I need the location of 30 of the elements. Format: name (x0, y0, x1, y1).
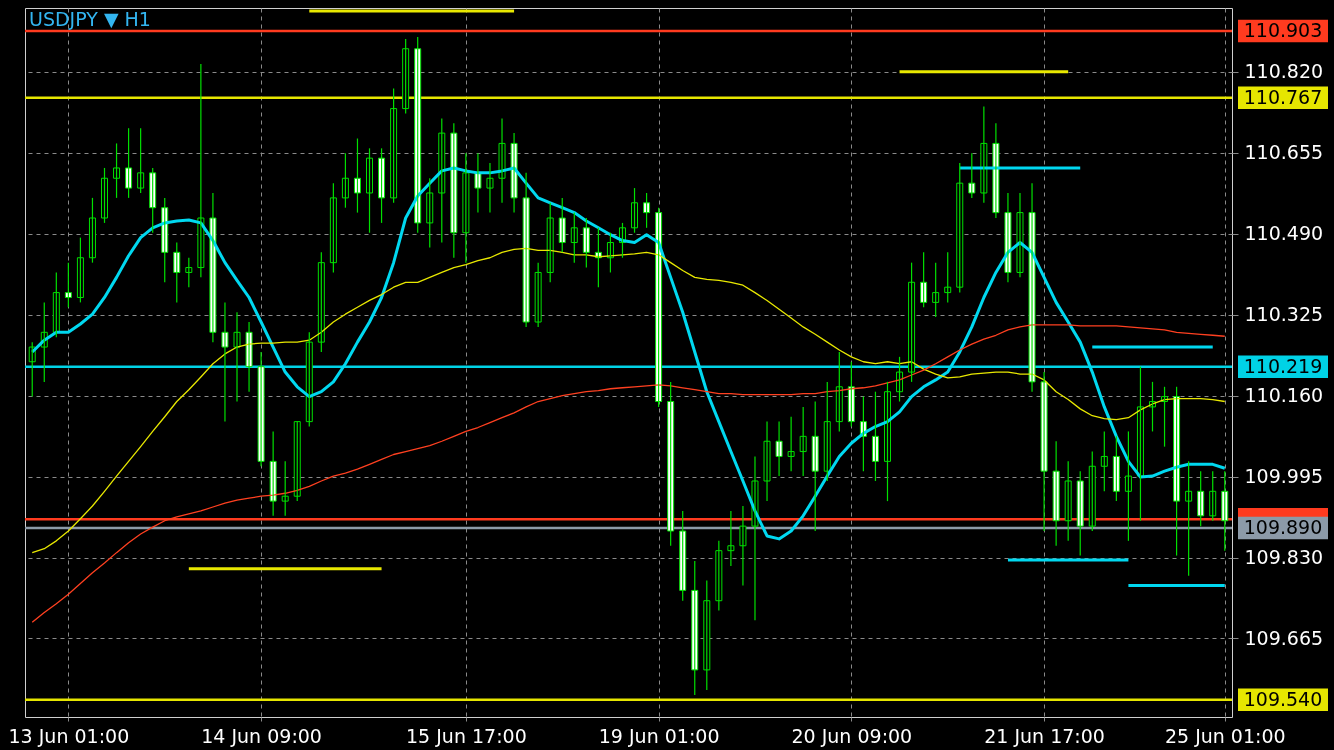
candlestick (113, 142, 121, 199)
ref-line-label: 110.767 (1243, 85, 1323, 108)
ref-line-label: 109.540 (1243, 687, 1323, 710)
y-tick-label: 110.820 (1244, 60, 1324, 83)
y-tick-label: 110.325 (1244, 303, 1324, 326)
ref-line-label: 110.903 (1243, 19, 1323, 42)
x-tick-label: 19 Jun 01:00 (598, 724, 720, 747)
y-tick-label: 110.490 (1244, 222, 1324, 245)
x-tick-label: 13 Jun 01:00 (8, 724, 130, 747)
candlestick (185, 257, 193, 288)
candlestick (727, 510, 735, 567)
x-tick-label: 25 Jun 01:00 (1164, 724, 1286, 747)
ref-line-label: 110.219 (1243, 354, 1323, 377)
candlestick (1124, 430, 1132, 542)
y-tick-label: 110.160 (1244, 384, 1324, 407)
chart-title: USDJPY ▼ H1 (29, 8, 151, 30)
y-tick-label: 109.830 (1244, 546, 1324, 569)
x-tick-label: 21 Jun 17:00 (984, 724, 1105, 747)
candlestick (137, 127, 145, 194)
y-tick-label: 109.995 (1244, 465, 1324, 488)
candlestick (787, 416, 795, 472)
x-tick-label: 20 Jun 09:00 (791, 724, 913, 747)
candlestick (281, 460, 289, 517)
x-tick-label: 15 Jun 17:00 (406, 724, 527, 747)
candlestick (125, 127, 133, 199)
y-tick-label: 110.655 (1244, 141, 1324, 164)
y-tick-label: 109.665 (1244, 626, 1324, 649)
x-tick-label: 14 Jun 09:00 (201, 724, 322, 747)
candlestick (64, 262, 72, 308)
ref-line-label: 109.890 (1243, 516, 1323, 539)
